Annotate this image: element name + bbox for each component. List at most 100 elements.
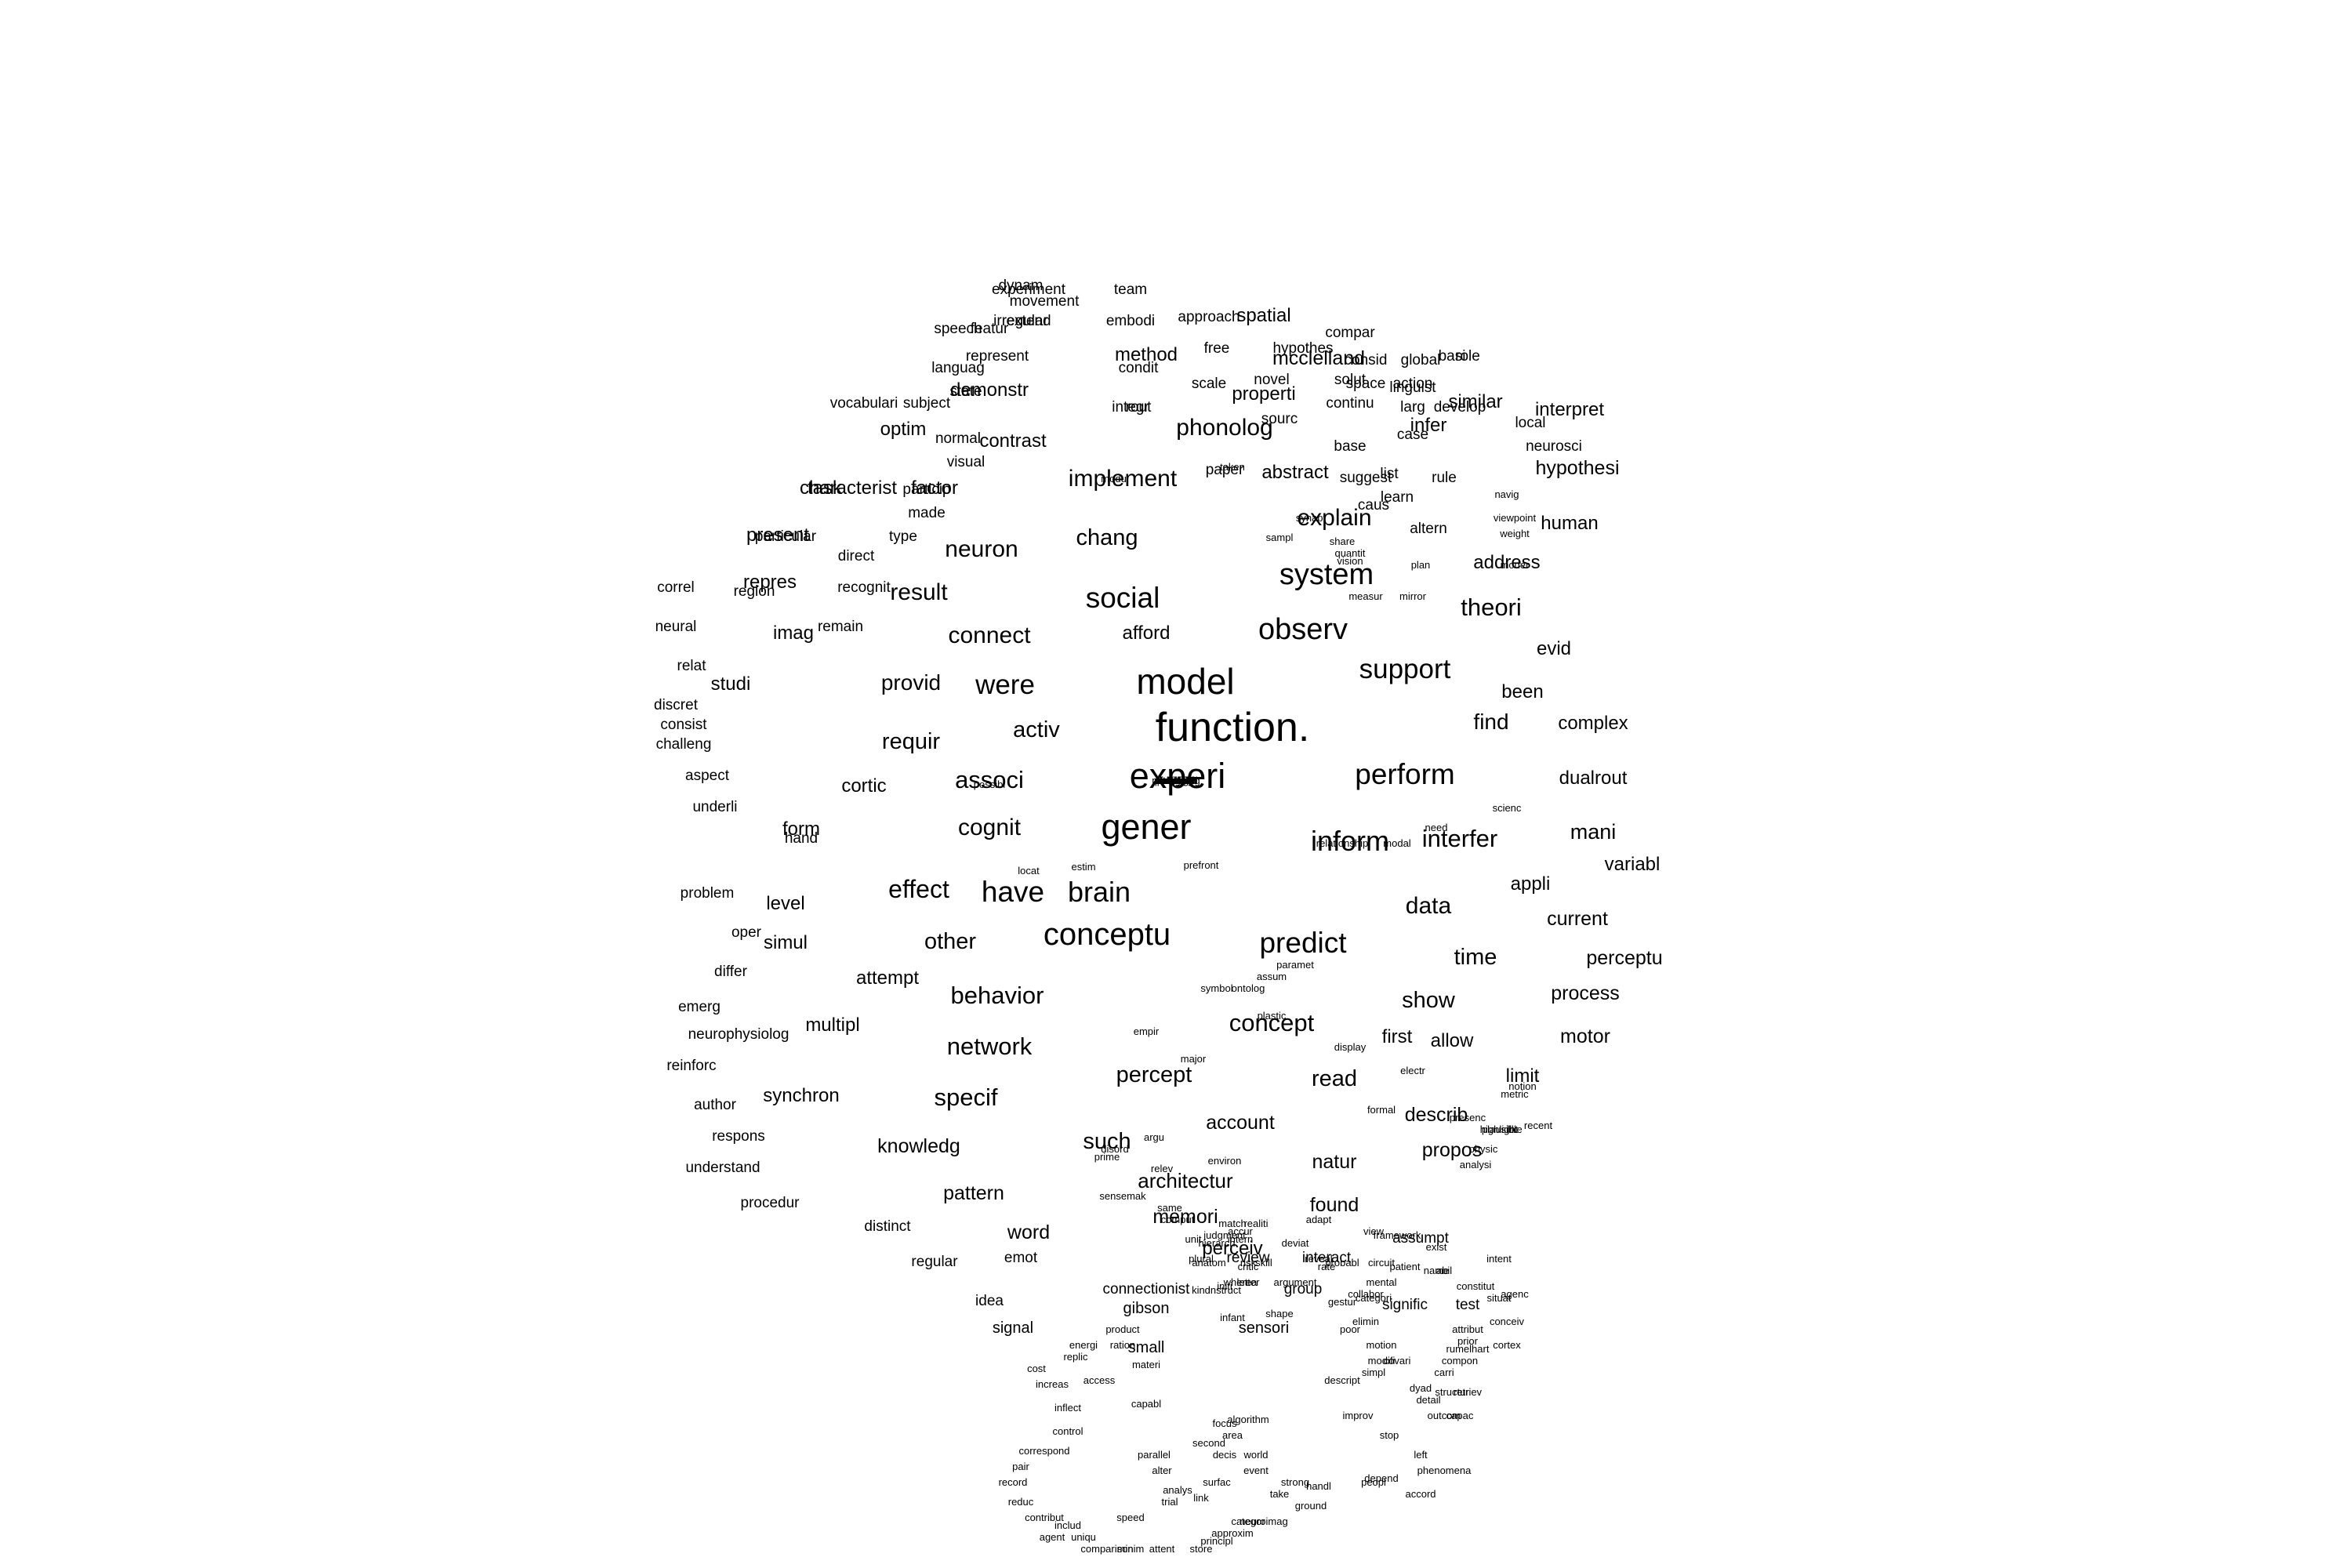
word-type: type (889, 528, 917, 545)
word-individu: individu (1159, 775, 1193, 786)
word-normal: normal (935, 430, 981, 447)
word-estim: estim (1071, 861, 1095, 873)
word-made: made (908, 505, 946, 521)
word-constitut: constitut (1457, 1280, 1495, 1292)
word-embodi: embodi (1106, 313, 1155, 329)
word-area: area (1222, 1429, 1243, 1441)
word-architectur: architectur (1138, 1169, 1233, 1192)
word-covari: covari (1384, 1355, 1411, 1367)
word-plastic: plastic (1258, 1010, 1287, 1022)
word-sensori: sensori (1239, 1319, 1289, 1337)
word-paper: paper (1206, 462, 1244, 478)
word-relev: relev (1151, 1163, 1174, 1174)
word-target: target (1163, 775, 1189, 786)
word-small: small (1128, 1339, 1165, 1356)
word-focus: focus (1212, 1417, 1237, 1429)
word-synchron: synchron (763, 1085, 839, 1106)
word-mechan: mechan (1158, 775, 1194, 786)
word-increas: increas (1036, 1378, 1069, 1390)
word-second: second (1192, 1437, 1225, 1449)
word-ration: ration (1110, 1339, 1136, 1351)
word-ground: ground (1295, 1500, 1327, 1512)
word-support: support (1359, 654, 1451, 684)
word-assumpt: assumpt (1392, 1230, 1450, 1247)
word-irregular: irregular (993, 313, 1048, 329)
word-agent: agent (1040, 1531, 1065, 1543)
word-formal: formal (1367, 1104, 1396, 1116)
word-judgment: judgment (1203, 1229, 1246, 1241)
word-dualrout: dualrout (1559, 768, 1628, 789)
word-relationship: relationship (1316, 837, 1369, 849)
word-knowledg: knowledg (877, 1135, 960, 1157)
word-interact: interact (1302, 1250, 1352, 1266)
word-depend: depend (1364, 1472, 1398, 1484)
word-motion: motion (1366, 1339, 1396, 1351)
word-empir: empir (1134, 1025, 1160, 1037)
word-hypothesi: hypothesi (1535, 457, 1619, 479)
word-consist: consist (660, 717, 707, 733)
word-modifi: modifi (1368, 1355, 1396, 1367)
word-pattern: pattern (943, 1182, 1004, 1204)
word-peopl: peopl (1361, 1476, 1386, 1488)
word-procedur: procedur (741, 1195, 800, 1211)
word-memori: memori (1152, 1206, 1218, 1228)
word-abstract: abstract (1261, 462, 1329, 483)
word-represent: represent (966, 348, 1029, 365)
word-differ: differ (714, 964, 748, 980)
word-hierarch: hierarch (1199, 1237, 1236, 1249)
word-relat: relat (677, 658, 707, 674)
word-base: base (1334, 438, 1366, 455)
word-machin: machin (1160, 775, 1192, 786)
word-pathway: pathway (1157, 775, 1196, 786)
word-investig: investig (1159, 775, 1193, 786)
word-discret: discret (654, 697, 699, 713)
word-natur: natur (1312, 1151, 1357, 1173)
word-allow: allow (1431, 1030, 1474, 1051)
word-categori: categori (1356, 1292, 1392, 1304)
word-model: model (1136, 661, 1234, 702)
word-explor: explor (1162, 775, 1190, 786)
word-sourc: sourc (1261, 411, 1298, 427)
word-assum: assum (1257, 971, 1287, 982)
word-recognit: recognit (837, 579, 891, 596)
word-share: share (1330, 535, 1356, 547)
word-factor: factor (911, 477, 958, 499)
word-role: role (1455, 348, 1480, 365)
word-perceiv: perceiv (1202, 1238, 1262, 1259)
word-poor: poor (1340, 1323, 1361, 1335)
word-neurosci: neurosci (1526, 438, 1582, 455)
word-gestur: gestur (1328, 1296, 1357, 1308)
word-accord: accord (1405, 1488, 1436, 1500)
word-select: select (1163, 775, 1189, 786)
word-contrast: contrast (979, 430, 1047, 452)
word-abil: abil (1436, 1265, 1452, 1276)
word-signal: signal (993, 1319, 1033, 1337)
word-interfer: interfer (1422, 825, 1497, 852)
word-observ: observ (1258, 613, 1348, 646)
word-version: version (1160, 775, 1192, 786)
word-intern: intern (1228, 1233, 1254, 1245)
word-carri: carri (1434, 1367, 1454, 1378)
word-match: match (1218, 1218, 1246, 1229)
word-mani: mani (1570, 820, 1617, 844)
word-found: found (1310, 1194, 1359, 1216)
word-global: global (1401, 352, 1441, 368)
word-necessari: necessari (1154, 775, 1198, 786)
word-physic: physic (1469, 1143, 1498, 1155)
word-navig: navig (1494, 488, 1519, 500)
word-linguist: linguist (1389, 379, 1436, 396)
word-deviat: deviat (1282, 1237, 1309, 1249)
word-letter: letter (1237, 1276, 1261, 1288)
word-gibson: gibson (1123, 1300, 1170, 1317)
word-initi: initi (1217, 1280, 1232, 1292)
word-demonstr: demonstr (950, 379, 1029, 401)
word-field: field (1167, 775, 1185, 786)
word-trial: trial (1162, 1496, 1178, 1508)
word-wherea: wherea (1223, 1276, 1258, 1288)
word-afford: afford (1123, 622, 1171, 644)
word-simul: simul (764, 932, 808, 953)
word-signific: signific (1382, 1297, 1428, 1313)
word-author: author (694, 1097, 737, 1113)
word-appli: appli (1511, 873, 1551, 895)
word-emerg: emerg (678, 999, 720, 1015)
